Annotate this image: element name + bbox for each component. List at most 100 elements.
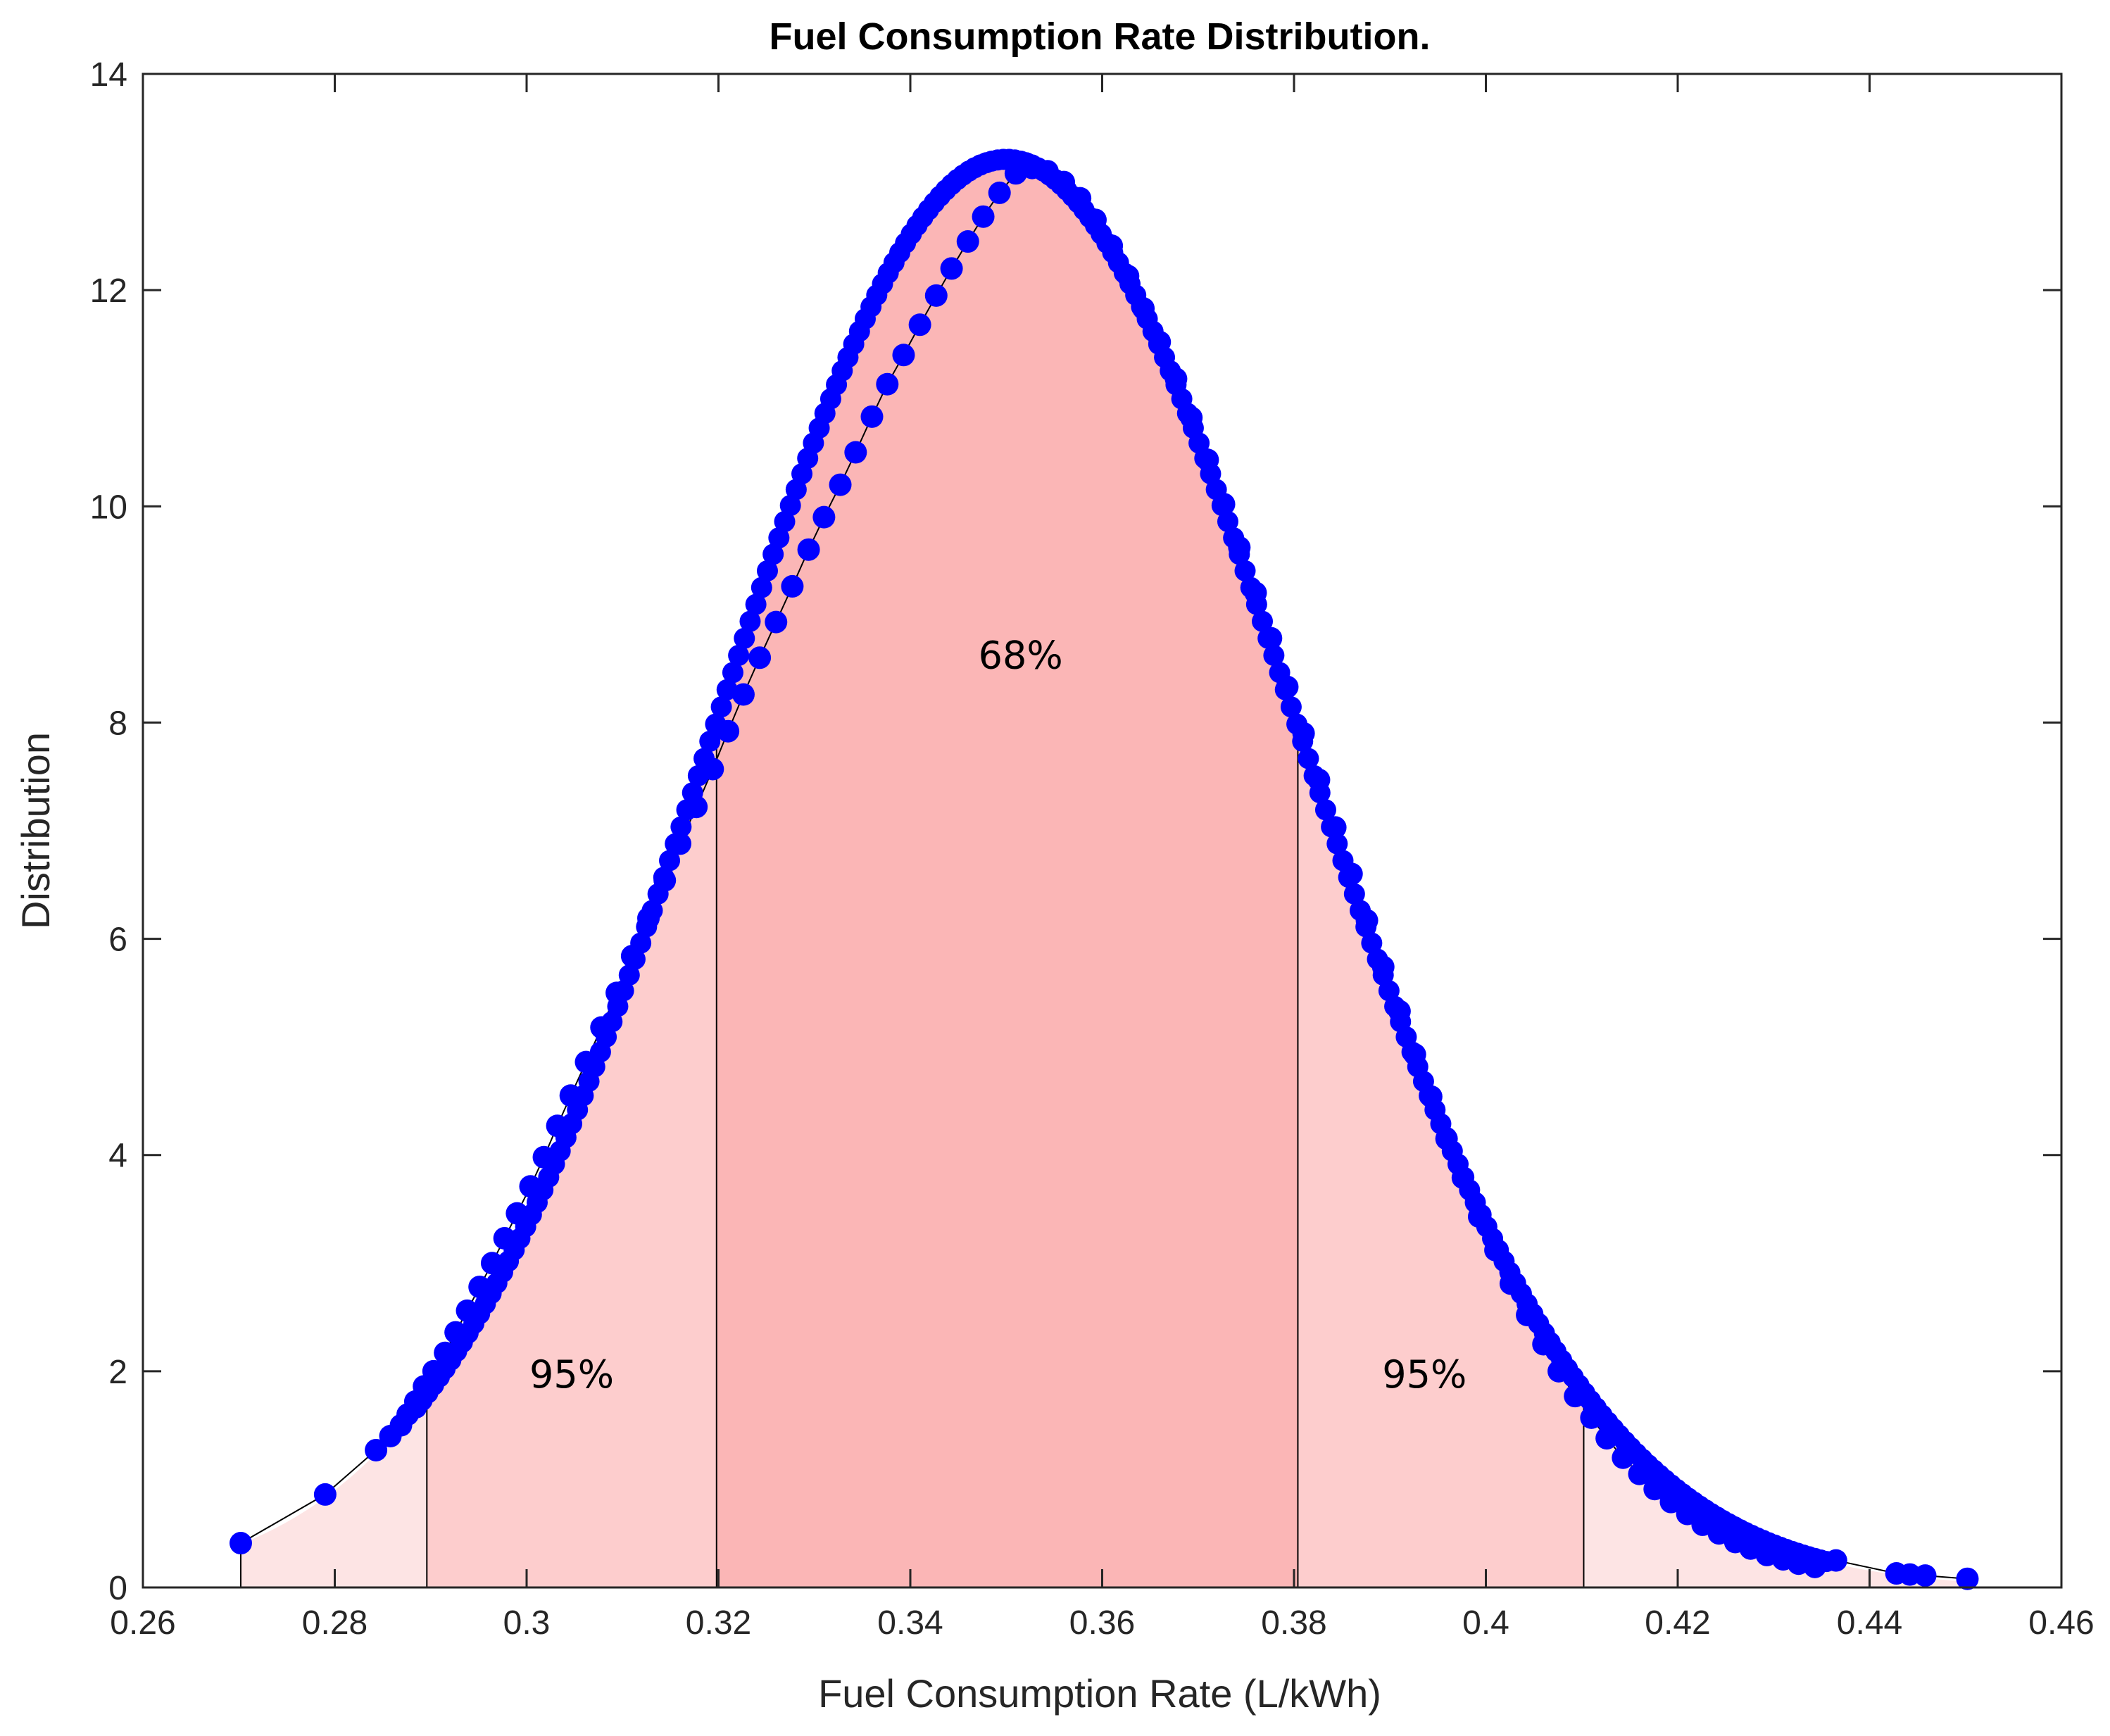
shaded-region-4 xyxy=(1583,1391,1968,1587)
data-point xyxy=(701,757,724,781)
data-point xyxy=(1212,493,1236,516)
data-point xyxy=(1340,862,1363,886)
data-point xyxy=(1467,1205,1490,1228)
data-point xyxy=(685,795,708,819)
data-point xyxy=(1419,1085,1443,1108)
data-point xyxy=(731,683,755,706)
y-ticks: 0 2 4 6 8 10 12 14 xyxy=(90,56,2061,1607)
data-point xyxy=(1484,1238,1507,1262)
data-point xyxy=(1276,675,1299,698)
x-tick-label: 0.46 xyxy=(2028,1604,2094,1642)
data-point xyxy=(956,230,979,253)
data-point xyxy=(1403,1043,1426,1066)
curve-marker xyxy=(745,593,767,615)
data-point xyxy=(1803,1555,1826,1578)
curve-marker xyxy=(1314,799,1336,821)
data-point xyxy=(1612,1446,1635,1469)
x-tick-label: 0.32 xyxy=(686,1604,751,1642)
y-axis-label: Distribution xyxy=(13,732,58,929)
data-point xyxy=(434,1341,457,1364)
data-point xyxy=(365,1438,388,1461)
data-point xyxy=(1228,536,1251,559)
curve-marker xyxy=(734,627,755,649)
data-point xyxy=(590,1016,613,1039)
x-tick-label: 0.42 xyxy=(1645,1604,1710,1642)
data-point xyxy=(653,869,677,892)
data-point xyxy=(229,1532,252,1555)
data-point xyxy=(1595,1427,1619,1450)
curve-marker xyxy=(1280,696,1302,718)
shaded-region-0 xyxy=(240,1394,427,1587)
data-point xyxy=(1307,768,1331,791)
y-tick-label: 12 xyxy=(90,272,127,310)
data-point xyxy=(493,1226,516,1250)
shaded-regions xyxy=(240,159,1968,1587)
data-point xyxy=(1516,1304,1539,1326)
data-point xyxy=(1148,330,1172,353)
data-point xyxy=(422,1359,445,1383)
data-point xyxy=(1914,1564,1937,1587)
curve-marker xyxy=(756,560,778,581)
curve-marker xyxy=(1326,833,1348,855)
data-point xyxy=(1451,1166,1474,1189)
curve-marker xyxy=(1252,610,1274,632)
x-tick-label: 0.34 xyxy=(877,1604,943,1642)
data-point xyxy=(1435,1127,1458,1150)
data-point xyxy=(1292,722,1315,745)
data-point xyxy=(1069,187,1092,210)
data-point xyxy=(1532,1333,1555,1356)
data-points xyxy=(229,149,1979,1590)
y-tick-label: 2 xyxy=(108,1354,127,1391)
data-point xyxy=(1132,297,1155,320)
data-point xyxy=(637,907,660,930)
data-point xyxy=(940,257,963,280)
annotations: 68% 95% 95% xyxy=(529,634,1467,1397)
curve-marker xyxy=(722,662,743,684)
data-point xyxy=(480,1252,503,1275)
data-point xyxy=(1164,367,1188,391)
data-point xyxy=(717,719,740,743)
data-point xyxy=(1196,448,1219,472)
data-point xyxy=(988,181,1011,204)
curve-marker xyxy=(618,964,640,986)
curve-marker xyxy=(762,543,784,565)
curve-marker xyxy=(768,527,790,548)
data-point xyxy=(812,505,836,529)
x-tick-label: 0.3 xyxy=(503,1604,551,1642)
data-point xyxy=(1547,1359,1571,1383)
x-tick-label: 0.4 xyxy=(1462,1604,1509,1642)
x-tick-label: 0.44 xyxy=(1837,1604,1902,1642)
data-point xyxy=(605,981,629,1005)
y-tick-label: 6 xyxy=(108,922,127,959)
data-point xyxy=(468,1276,491,1299)
curve-marker xyxy=(1234,560,1256,581)
curve-marker xyxy=(710,696,732,718)
x-tick-label: 0.26 xyxy=(110,1604,175,1642)
data-point xyxy=(574,1050,598,1074)
curve-marker xyxy=(1298,748,1319,769)
y-tick-label: 8 xyxy=(108,705,127,742)
y-tick-label: 4 xyxy=(108,1138,127,1175)
data-point xyxy=(908,313,931,336)
data-point xyxy=(748,646,772,669)
data-point xyxy=(892,344,915,367)
data-point xyxy=(532,1145,555,1169)
data-point xyxy=(1100,234,1124,258)
curve-marker xyxy=(779,494,801,516)
data-point xyxy=(876,372,899,396)
data-point xyxy=(860,405,884,428)
x-tick-label: 0.28 xyxy=(302,1604,368,1642)
data-point xyxy=(1643,1478,1666,1501)
data-point xyxy=(1036,160,1059,183)
data-point xyxy=(444,1321,467,1344)
x-tick-label: 0.36 xyxy=(1069,1604,1135,1642)
percent-annotation: 68% xyxy=(979,634,1063,678)
data-point xyxy=(781,574,804,598)
data-point xyxy=(1244,581,1267,605)
data-point xyxy=(1564,1385,1587,1408)
data-point xyxy=(1117,265,1140,288)
curve-marker xyxy=(1343,883,1365,905)
data-point xyxy=(844,441,867,464)
data-point xyxy=(669,832,691,855)
